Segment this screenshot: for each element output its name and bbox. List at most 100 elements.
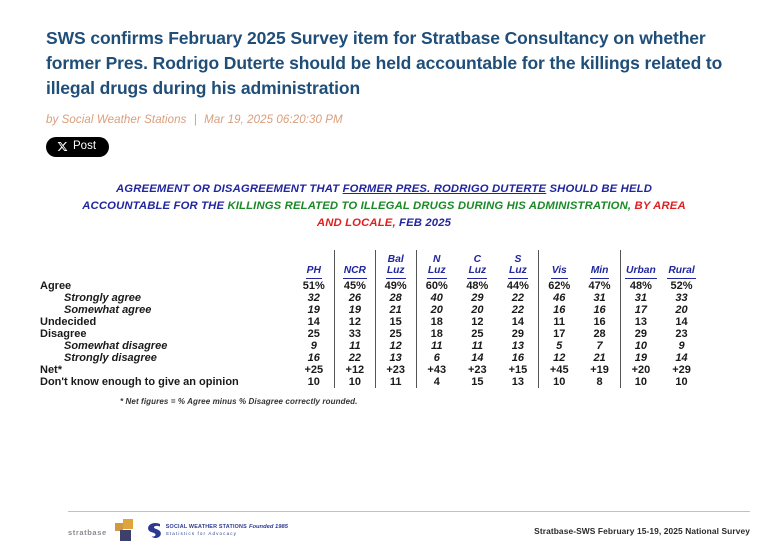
- cell-nluz-8: 4: [415, 375, 457, 388]
- cell-cluz-2: 20: [471, 303, 484, 316]
- cell-nluz-6: 6: [415, 351, 457, 364]
- cell-vis-6: 12: [538, 351, 580, 364]
- row-label: Somewhat agree: [64, 303, 152, 316]
- stratbase-logo: stratbase: [68, 519, 133, 543]
- cell-min-0: 47%: [588, 279, 611, 292]
- slide-title-segment-4: BY AREA AND LOCALE,: [316, 200, 686, 230]
- cell-balluz-1: 28: [374, 291, 417, 304]
- row-label: Strongly disagree: [64, 351, 157, 364]
- cell-ncr-0: 45%: [333, 279, 376, 292]
- cell-rural-6: 14: [675, 351, 688, 364]
- cell-cluz-3: 12: [471, 315, 484, 328]
- cell-nluz-7: +43: [415, 363, 457, 376]
- survey-table-body: Agree 51% 45% 49% 60% 48% 44% 62% 47% 48% 52% Stron…: [40, 279, 702, 388]
- cell-balluz-0: 49%: [374, 279, 417, 292]
- footer-logos: stratbase SOCIAL WE: [68, 519, 288, 543]
- cell-rural-2: 20: [675, 303, 688, 316]
- cell-rural-3: 14: [675, 315, 688, 328]
- stratbase-wordmark: stratbase: [68, 528, 107, 538]
- cell-vis-8: 10: [538, 375, 580, 388]
- cell-vis-7: +45: [538, 363, 580, 376]
- row-label: Undecided: [40, 315, 97, 328]
- cell-ncr-2: 19: [333, 303, 376, 316]
- sws-name: SOCIAL WEATHER STATIONS: [165, 524, 247, 531]
- sws-tagline: Statistics for Advocacy: [165, 531, 238, 537]
- cell-vis-2: 16: [538, 303, 580, 316]
- cell-ph-4: 25: [307, 327, 320, 340]
- cell-min-7: +19: [590, 363, 609, 376]
- slide-title-segment-2: SHOULD BE HELD ACCOUNTABLE FOR THE: [82, 183, 653, 213]
- cell-vis-1: 46: [538, 291, 580, 304]
- cell-min-4: 28: [593, 327, 606, 340]
- cell-min-6: 21: [593, 351, 606, 364]
- cell-urban-0: 48%: [619, 279, 662, 292]
- cell-ncr-5: 11: [333, 339, 376, 352]
- cell-cluz-1: 29: [471, 291, 484, 304]
- table-row: Somewhat agree 19 19 21 20 20 22 16 16 17 20: [40, 303, 702, 316]
- byline: by Social Weather Stations | Mar 19, 202…: [46, 114, 734, 126]
- byline-by-label: by: [46, 113, 59, 126]
- cell-balluz-2: 21: [374, 303, 417, 316]
- column-header-cluz: C Luz: [457, 250, 498, 280]
- cell-sluz-8: 13: [511, 375, 525, 388]
- survey-table: PH NCR Bal Luz N Luz C Luz S Luz Vis Min Urban Rural …: [40, 249, 702, 388]
- footer-divider: [68, 511, 750, 513]
- cell-balluz-3: 15: [374, 315, 417, 328]
- column-header-urban: Urban: [619, 249, 662, 280]
- cell-min-3: 16: [593, 315, 606, 328]
- column-header-min: Min: [579, 250, 620, 280]
- cell-urban-2: 17: [619, 303, 662, 316]
- cell-vis-5: 5: [538, 339, 580, 352]
- row-label-header: [40, 250, 294, 280]
- cell-rural-1: 33: [675, 291, 688, 304]
- cell-nluz-3: 18: [415, 315, 457, 328]
- cell-rural-7: +29: [672, 363, 691, 376]
- cell-ncr-1: 26: [333, 291, 376, 304]
- column-header-ncr: NCR: [333, 249, 376, 280]
- cell-urban-7: +20: [619, 363, 662, 376]
- x-post-button[interactable]: Post: [46, 136, 110, 158]
- cell-rural-5: 9: [678, 339, 685, 352]
- cell-balluz-6: 13: [374, 351, 417, 364]
- cell-ph-0: 51%: [302, 279, 325, 292]
- cell-ph-3: 14: [307, 315, 320, 328]
- table-row: Disagree 25 33 25 18 25 29 17 28 29 23: [40, 327, 702, 340]
- byline-separator: |: [193, 113, 197, 126]
- byline-author[interactable]: Social Weather Stations: [61, 113, 187, 126]
- cell-balluz-4: 25: [374, 327, 417, 340]
- cell-vis-3: 11: [538, 315, 580, 328]
- cell-urban-3: 13: [619, 315, 662, 328]
- slide-title-segment-5: FEB 2025: [395, 217, 452, 230]
- byline-timestamp: Mar 19, 2025 06:20:30 PM: [204, 113, 343, 126]
- cell-sluz-4: 29: [511, 327, 525, 340]
- cell-rural-8: 10: [675, 375, 688, 388]
- cell-ph-7: +25: [304, 363, 324, 376]
- cell-ncr-7: +12: [333, 363, 376, 376]
- cell-sluz-2: 22: [511, 303, 525, 316]
- table-row: Net* +25 +12 +23 +43 +23 +15 +45 +19 +20 +29: [40, 363, 702, 376]
- cell-ph-5: 9: [310, 339, 317, 352]
- cell-cluz-7: +23: [468, 363, 487, 376]
- row-label: Somewhat disagree: [64, 339, 168, 352]
- cell-cluz-8: 15: [471, 375, 484, 388]
- survey-table-header: PH NCR Bal Luz N Luz C Luz S Luz Vis Min Urban Rural: [40, 249, 702, 280]
- column-header-balluz: Bal Luz: [374, 249, 417, 280]
- page-title: SWS confirms February 2025 Survey item f…: [46, 28, 723, 98]
- cell-min-1: 31: [593, 291, 606, 304]
- survey-source-label: Stratbase-SWS February 15-19, 2025 Natio…: [534, 526, 750, 537]
- slide-title: AGREEMENT OR DISAGREEMENT THAT FORMER PR…: [22, 175, 746, 232]
- column-header-rural: Rural: [661, 250, 702, 280]
- cell-urban-6: 19: [619, 351, 662, 364]
- column-header-vis: Vis: [538, 249, 580, 280]
- cell-sluz-7: +15: [508, 363, 528, 376]
- cell-urban-5: 10: [619, 339, 662, 352]
- row-label: Strongly agree: [64, 291, 142, 304]
- cell-ph-2: 19: [307, 303, 320, 316]
- cell-urban-8: 10: [619, 375, 662, 388]
- cell-sluz-3: 14: [511, 315, 525, 328]
- cell-min-8: 8: [596, 375, 603, 388]
- stratbase-square-amber: [114, 523, 123, 532]
- table-row: Strongly agree 32 26 28 40 29 22 46 31 31 33: [40, 291, 702, 304]
- row-label: Net*: [40, 363, 63, 376]
- cell-nluz-5: 11: [415, 339, 457, 352]
